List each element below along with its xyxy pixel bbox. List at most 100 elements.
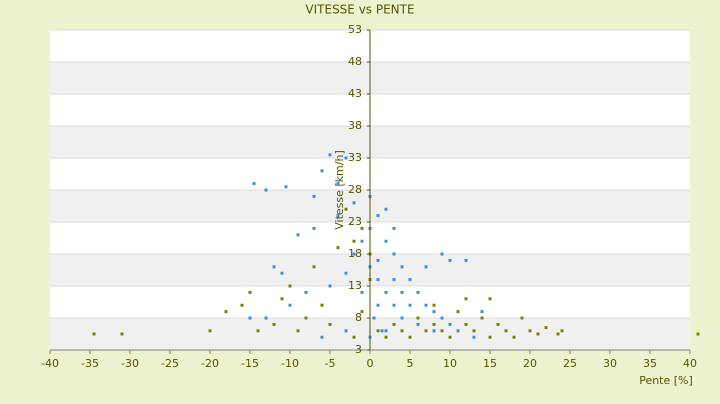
point xyxy=(376,278,380,282)
point xyxy=(376,258,380,262)
point xyxy=(280,271,284,275)
point xyxy=(320,303,324,307)
point xyxy=(440,329,444,333)
y-tick-label: 13 xyxy=(348,279,362,292)
x-tick-label: -10 xyxy=(281,357,299,370)
point xyxy=(472,335,476,339)
chart-title: VITESSE vs PENTE xyxy=(305,3,414,17)
point xyxy=(256,329,260,333)
point xyxy=(416,322,420,326)
point xyxy=(432,303,436,307)
point xyxy=(496,322,500,326)
point xyxy=(384,239,388,243)
point xyxy=(416,290,420,294)
point xyxy=(224,310,228,314)
point xyxy=(304,290,308,294)
x-tick-label: -25 xyxy=(161,357,179,370)
point xyxy=(400,316,404,320)
point xyxy=(120,332,124,336)
point xyxy=(312,265,316,269)
point xyxy=(384,335,388,339)
x-tick-label: 35 xyxy=(643,357,657,370)
y-tick-label: 43 xyxy=(348,87,362,100)
point xyxy=(408,303,412,307)
point xyxy=(456,329,460,333)
point xyxy=(440,316,444,320)
point xyxy=(296,329,300,333)
x-tick-label: 25 xyxy=(563,357,577,370)
point xyxy=(288,303,292,307)
point xyxy=(248,316,252,320)
point xyxy=(328,153,332,157)
point xyxy=(344,271,348,275)
x-tick-label: 20 xyxy=(523,357,537,370)
point xyxy=(208,329,212,333)
point xyxy=(408,335,412,339)
point xyxy=(400,290,404,294)
point xyxy=(384,290,388,294)
point xyxy=(352,252,356,256)
y-tick-label: 18 xyxy=(348,247,362,260)
point xyxy=(512,335,516,339)
x-tick-label: -35 xyxy=(81,357,99,370)
x-tick-label: 10 xyxy=(443,357,457,370)
point xyxy=(352,239,356,243)
point xyxy=(352,201,356,205)
point xyxy=(392,252,396,256)
x-tick-label: 5 xyxy=(407,357,414,370)
point xyxy=(372,316,376,320)
point xyxy=(360,226,364,230)
point xyxy=(472,329,476,333)
point xyxy=(272,322,276,326)
point xyxy=(488,335,492,339)
point xyxy=(380,329,384,333)
point xyxy=(464,322,468,326)
point xyxy=(416,316,420,320)
point xyxy=(376,303,380,307)
point xyxy=(424,265,428,269)
point xyxy=(536,332,540,336)
point xyxy=(448,322,452,326)
point xyxy=(424,303,428,307)
point xyxy=(320,169,324,173)
x-tick-label: -30 xyxy=(121,357,139,370)
point xyxy=(448,258,452,262)
point xyxy=(392,303,396,307)
point xyxy=(392,322,396,326)
point xyxy=(392,278,396,282)
y-tick-label: 28 xyxy=(348,183,362,196)
x-tick-label: 15 xyxy=(483,357,497,370)
point xyxy=(488,297,492,301)
point xyxy=(384,207,388,211)
point xyxy=(352,335,356,339)
x-tick-label: 0 xyxy=(367,357,374,370)
point xyxy=(376,329,380,333)
point xyxy=(344,329,348,333)
x-tick-label: -20 xyxy=(201,357,219,370)
point xyxy=(448,335,452,339)
point xyxy=(248,290,252,294)
y-tick-label: 48 xyxy=(348,55,362,68)
x-axis-label: Pente [%] xyxy=(639,374,693,387)
point xyxy=(544,326,548,330)
point xyxy=(556,332,560,336)
point xyxy=(392,226,396,230)
point xyxy=(264,188,268,192)
point xyxy=(344,156,348,160)
y-tick-label: 53 xyxy=(348,23,362,36)
point xyxy=(336,214,340,218)
point xyxy=(464,297,468,301)
point xyxy=(432,329,436,333)
point xyxy=(328,284,332,288)
point xyxy=(296,233,300,237)
point xyxy=(440,252,444,256)
point xyxy=(360,290,364,294)
x-tick-label: -40 xyxy=(41,357,59,370)
point xyxy=(504,329,508,333)
point xyxy=(288,284,292,288)
point xyxy=(320,335,324,339)
point xyxy=(240,303,244,307)
point xyxy=(280,297,284,301)
point xyxy=(312,226,316,230)
